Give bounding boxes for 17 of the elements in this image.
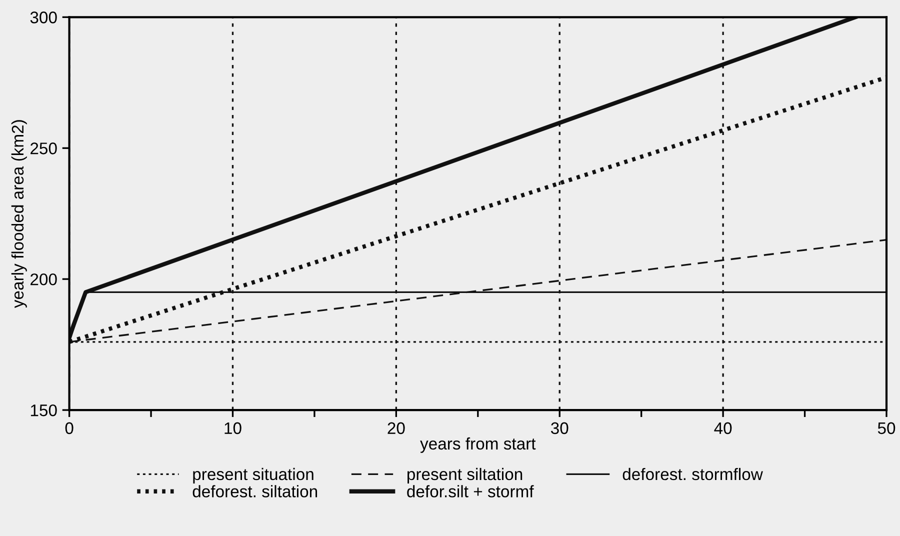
legend-label: present situation: [193, 468, 314, 484]
x-tick-label: 50: [878, 422, 896, 434]
legend-label: deforest. siltation: [192, 485, 318, 498]
x-tick-label: 0: [65, 422, 74, 434]
x-tick-label: 10: [224, 422, 242, 434]
y-axis-title: yearly flooded area (km2): [11, 120, 27, 308]
x-tick-label: 20: [388, 422, 405, 434]
x-tick-label: 30: [550, 422, 568, 434]
y-tick-label: 300: [30, 12, 57, 24]
y-tick-label: 250: [30, 142, 57, 154]
legend-label: present siltation: [408, 468, 522, 484]
y-tick-label: 150: [30, 404, 57, 416]
legend-label: defor.silt + stormf: [407, 485, 534, 498]
x-axis-title: years from start: [420, 437, 536, 453]
x-tick-label: 40: [714, 422, 732, 434]
y-tick-label: 200: [30, 273, 57, 286]
legend-label: deforest. stormflow: [622, 468, 763, 480]
